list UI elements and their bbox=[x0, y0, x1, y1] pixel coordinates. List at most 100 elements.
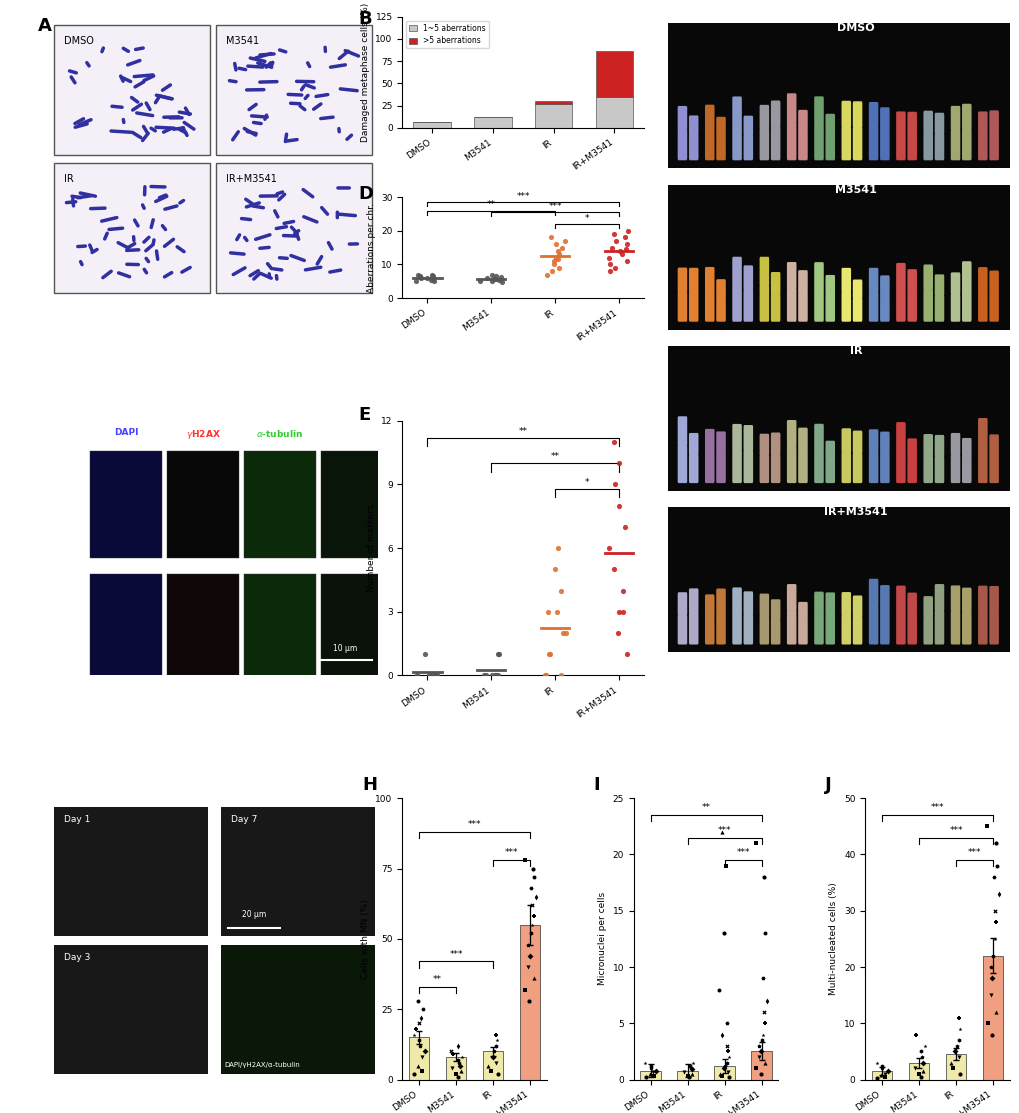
FancyBboxPatch shape bbox=[841, 614, 850, 644]
FancyBboxPatch shape bbox=[813, 124, 823, 160]
Point bbox=[490, 272, 506, 289]
FancyBboxPatch shape bbox=[933, 295, 944, 322]
Point bbox=[550, 259, 567, 277]
FancyBboxPatch shape bbox=[732, 450, 741, 483]
FancyBboxPatch shape bbox=[798, 452, 807, 483]
Bar bbox=[595, 97, 633, 128]
FancyBboxPatch shape bbox=[770, 599, 780, 620]
Point bbox=[605, 433, 622, 451]
Point bbox=[718, 1014, 735, 1032]
Point bbox=[447, 1065, 464, 1083]
Point bbox=[644, 1063, 660, 1081]
Point bbox=[978, 1014, 995, 1032]
Point bbox=[453, 1048, 470, 1066]
Point bbox=[517, 981, 533, 998]
Point bbox=[548, 603, 565, 621]
Bar bbox=[413, 121, 450, 128]
Bar bbox=[871, 1071, 892, 1080]
FancyBboxPatch shape bbox=[852, 127, 861, 160]
FancyBboxPatch shape bbox=[704, 452, 714, 483]
Text: ***: *** bbox=[516, 193, 530, 201]
Y-axis label: Number of markers: Number of markers bbox=[367, 504, 375, 592]
Point bbox=[545, 256, 561, 274]
Bar bbox=[982, 956, 1003, 1080]
FancyBboxPatch shape bbox=[704, 615, 714, 644]
Point bbox=[714, 924, 731, 942]
Point bbox=[449, 1067, 466, 1085]
Text: **: ** bbox=[486, 200, 495, 209]
Point bbox=[414, 1001, 430, 1018]
FancyBboxPatch shape bbox=[879, 130, 889, 160]
Text: H: H bbox=[362, 776, 377, 794]
Bar bbox=[474, 117, 512, 128]
Point bbox=[553, 238, 570, 256]
Point bbox=[607, 232, 624, 249]
Point bbox=[556, 232, 573, 249]
FancyBboxPatch shape bbox=[907, 292, 916, 322]
FancyBboxPatch shape bbox=[988, 434, 998, 456]
Point bbox=[549, 242, 566, 259]
Text: ***: *** bbox=[949, 826, 962, 835]
FancyBboxPatch shape bbox=[759, 593, 768, 617]
FancyBboxPatch shape bbox=[868, 290, 877, 322]
FancyBboxPatch shape bbox=[786, 420, 796, 449]
Point bbox=[521, 992, 537, 1009]
Text: M3541: M3541 bbox=[226, 37, 259, 47]
Text: ***: *** bbox=[504, 848, 518, 857]
FancyBboxPatch shape bbox=[824, 592, 835, 617]
FancyBboxPatch shape bbox=[798, 620, 807, 644]
Point bbox=[642, 1060, 658, 1077]
Point bbox=[718, 1037, 735, 1055]
Text: DMSO: DMSO bbox=[837, 23, 874, 33]
Point bbox=[637, 1054, 653, 1072]
Point bbox=[428, 667, 444, 684]
FancyBboxPatch shape bbox=[977, 132, 986, 160]
Point bbox=[647, 1062, 663, 1080]
Point bbox=[641, 1065, 657, 1083]
Point bbox=[526, 868, 542, 886]
FancyBboxPatch shape bbox=[977, 611, 986, 644]
Point bbox=[540, 646, 556, 663]
Bar bbox=[667, 508, 1009, 652]
Point bbox=[681, 1057, 697, 1075]
FancyBboxPatch shape bbox=[677, 290, 687, 322]
Point bbox=[485, 1043, 501, 1061]
Point bbox=[412, 268, 428, 286]
FancyBboxPatch shape bbox=[922, 110, 932, 134]
FancyBboxPatch shape bbox=[907, 592, 916, 617]
Point bbox=[618, 253, 634, 270]
Bar bbox=[54, 164, 210, 293]
FancyBboxPatch shape bbox=[813, 614, 823, 644]
FancyBboxPatch shape bbox=[922, 597, 932, 618]
Point bbox=[556, 624, 573, 642]
Text: DMSO: DMSO bbox=[64, 37, 94, 47]
Bar bbox=[534, 104, 572, 128]
Bar bbox=[54, 26, 210, 155]
FancyBboxPatch shape bbox=[922, 455, 932, 483]
Point bbox=[487, 1037, 503, 1055]
Point bbox=[605, 561, 622, 579]
FancyBboxPatch shape bbox=[704, 290, 714, 322]
Point bbox=[878, 1062, 895, 1080]
Bar bbox=[483, 1052, 503, 1080]
FancyBboxPatch shape bbox=[896, 585, 905, 612]
Point bbox=[982, 1026, 999, 1044]
Point bbox=[750, 1048, 766, 1066]
Point bbox=[483, 272, 499, 289]
Point bbox=[756, 1054, 772, 1072]
Point bbox=[985, 930, 1002, 948]
Bar bbox=[534, 101, 572, 104]
Text: DAPI: DAPI bbox=[114, 429, 139, 437]
Point bbox=[985, 868, 1002, 886]
Point bbox=[525, 907, 541, 925]
Point bbox=[675, 1063, 691, 1081]
FancyBboxPatch shape bbox=[743, 450, 752, 483]
Point bbox=[552, 667, 569, 684]
Text: ***: *** bbox=[929, 804, 944, 812]
Text: F: F bbox=[38, 421, 50, 439]
Bar bbox=[667, 23, 1009, 168]
FancyBboxPatch shape bbox=[824, 441, 835, 460]
Point bbox=[425, 267, 441, 285]
FancyBboxPatch shape bbox=[732, 257, 741, 286]
Point bbox=[872, 1066, 889, 1084]
